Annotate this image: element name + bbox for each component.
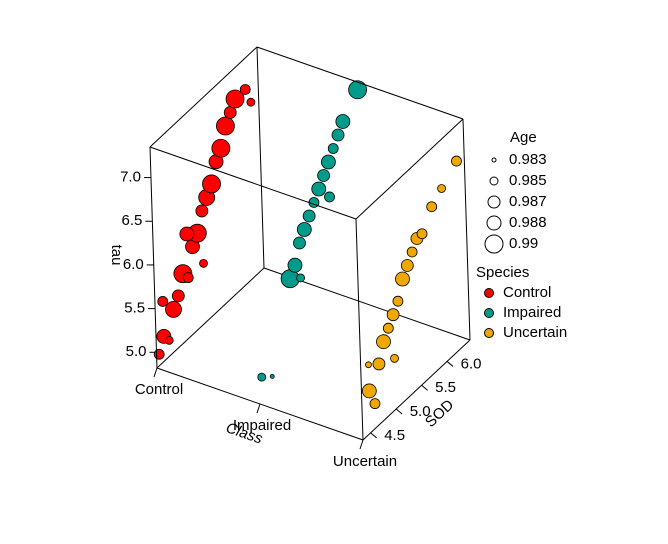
box-edge <box>149 146 357 220</box>
point <box>392 295 404 307</box>
size-legend-label: 0.987 <box>509 193 547 210</box>
point <box>327 143 339 154</box>
point <box>317 169 330 182</box>
point <box>165 301 182 318</box>
legend-title: Species <box>476 264 529 281</box>
x-tick-label: Control <box>135 381 183 398</box>
legend-label: Impaired <box>503 304 561 321</box>
point <box>406 246 418 258</box>
point <box>386 308 400 322</box>
point <box>239 84 251 95</box>
point <box>216 116 235 136</box>
point <box>153 348 165 360</box>
point <box>225 89 245 109</box>
box-edge <box>256 46 265 269</box>
size-legend-symbol <box>489 176 499 186</box>
y-tick-label: 4.5 <box>384 427 405 444</box>
point <box>296 222 312 237</box>
point <box>451 155 462 167</box>
point <box>182 272 194 284</box>
z-tick-label: 6.0 <box>123 256 144 273</box>
y-tick <box>421 384 428 391</box>
box-edge <box>149 46 258 148</box>
size-legend-symbol <box>486 215 502 231</box>
point <box>211 138 231 158</box>
legend-symbol <box>484 308 494 318</box>
point <box>171 289 185 303</box>
legend-label: Control <box>503 284 551 301</box>
point <box>361 383 377 399</box>
size-legend-label: 0.99 <box>509 235 538 252</box>
size-legend-label: 0.983 <box>509 151 547 168</box>
size-legend-symbol <box>484 234 504 254</box>
legend-symbol <box>484 328 494 338</box>
point <box>179 226 195 242</box>
point <box>269 373 275 379</box>
point <box>246 97 256 107</box>
point <box>369 398 381 410</box>
box-edge <box>355 118 464 220</box>
x-tick <box>359 439 364 450</box>
point <box>202 174 221 194</box>
z-tick-label: 5.0 <box>126 343 147 360</box>
size-legend-symbol <box>487 195 501 209</box>
point <box>335 114 351 129</box>
y-tick-label: 5.5 <box>435 379 456 396</box>
point <box>437 184 446 193</box>
box-edge <box>256 46 464 120</box>
point <box>365 361 372 369</box>
x-tick-label: Impaired <box>233 417 291 434</box>
y-tick <box>446 361 454 367</box>
y-tick <box>370 432 377 439</box>
point <box>376 334 391 350</box>
box-edge <box>156 367 364 441</box>
box-edge <box>462 118 471 341</box>
point <box>390 353 399 363</box>
y-tick-label: 5.0 <box>410 403 431 420</box>
z-axis-label: tau <box>108 245 125 266</box>
box-edge <box>362 339 471 441</box>
point <box>296 273 305 283</box>
size-legend-label: 0.988 <box>509 214 547 231</box>
point <box>321 154 336 170</box>
point <box>257 372 267 382</box>
point <box>164 335 174 345</box>
box-edge <box>149 146 158 369</box>
z-tick-label: 6.5 <box>121 212 142 229</box>
size-legend-label: 0.985 <box>509 172 547 189</box>
x-tick <box>256 403 261 414</box>
y-tick-label: 6.0 <box>461 355 482 372</box>
point <box>199 258 208 268</box>
point <box>324 191 335 203</box>
point <box>331 128 345 142</box>
point <box>157 296 169 307</box>
point <box>311 181 327 197</box>
point <box>395 271 410 287</box>
point <box>416 228 428 240</box>
point <box>302 209 316 223</box>
point <box>400 259 414 272</box>
point <box>372 357 386 371</box>
point <box>293 236 306 250</box>
point <box>426 201 438 213</box>
legend-symbol <box>484 288 494 298</box>
size-legend-symbol <box>491 157 497 163</box>
legend-label: Uncertain <box>503 324 567 341</box>
box-edge <box>156 267 265 369</box>
z-tick-label: 5.5 <box>124 300 145 317</box>
y-tick <box>395 408 403 415</box>
x-tick <box>153 367 158 378</box>
size-legend-title: Age <box>510 129 537 146</box>
x-tick-label: Uncertain <box>333 453 397 470</box>
point <box>287 257 303 273</box>
z-tick-label: 7.0 <box>120 169 141 186</box>
point <box>348 80 367 100</box>
point <box>195 204 209 218</box>
point <box>382 322 394 334</box>
box-edge <box>355 218 364 441</box>
